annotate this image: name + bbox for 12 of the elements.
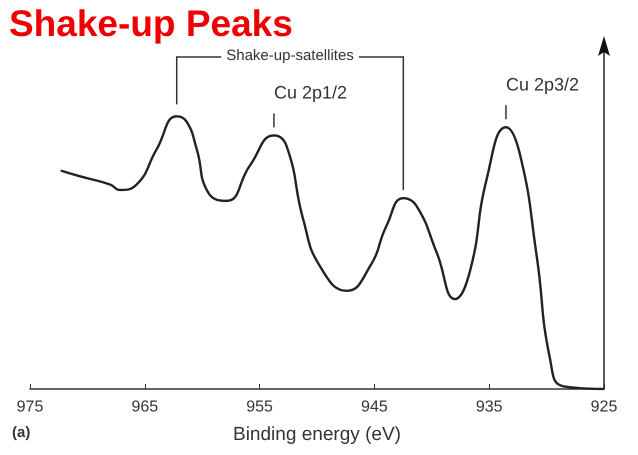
text: Shake-up-satellites — [226, 47, 354, 64]
annotation: Cu 2p3/2 — [506, 74, 580, 94]
chart-title: Shake-up Peaks — [9, 3, 293, 44]
annotation: Cu 2p1/2 — [274, 82, 348, 102]
x-tick-label: 935 — [476, 398, 503, 416]
x-tick-label: 925 — [590, 398, 618, 416]
text: (a) — [12, 424, 30, 441]
x-tick-label: 965 — [131, 398, 158, 416]
x-tick-label: 975 — [16, 398, 44, 416]
x-tick-label: 945 — [361, 398, 388, 416]
x-tick-label: 955 — [246, 398, 274, 416]
x-axis-title: Binding energy (eV) — [233, 424, 401, 445]
